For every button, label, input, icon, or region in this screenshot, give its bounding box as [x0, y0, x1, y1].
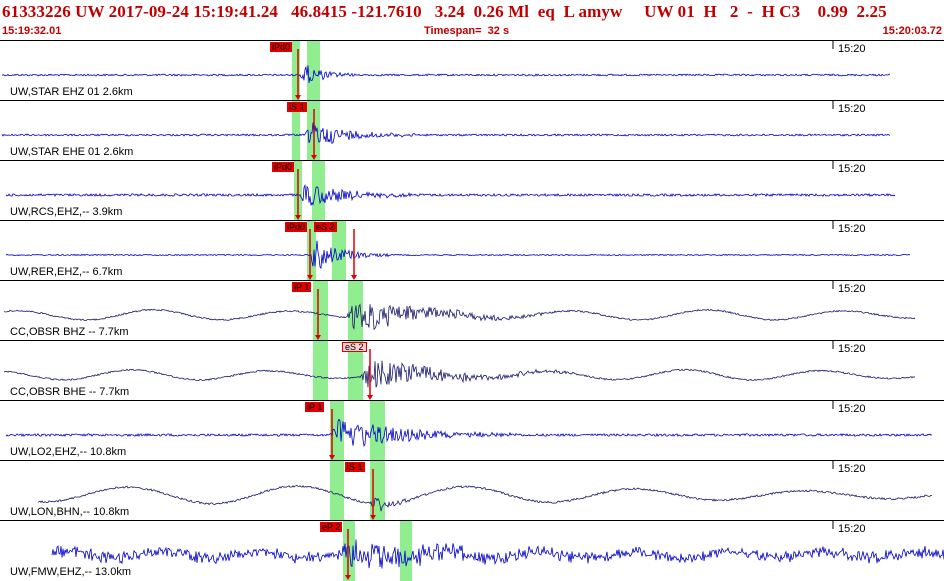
pick-marker [329, 455, 335, 460]
trace-panel[interactable]: iP 1 15:20 CC,OBSR BHZ -- 7.7km [0, 280, 944, 341]
pick-marker [370, 515, 376, 520]
trace-panel[interactable]: iPd0 eS 2 15:20 UW,RER,EHZ,-- 6.7km [0, 220, 944, 281]
channel-label: UW,RER,EHZ,-- 6.7km [10, 266, 123, 278]
waveform-plot [5, 401, 933, 461]
seismogram-panels[interactable]: iPd0 15:20 UW,STAR EHZ 01 2.6km iS 1 15:20 UW… [0, 40, 944, 581]
seismic-trace [1, 65, 891, 83]
trace-panel[interactable]: eS 2 15:20 CC,OBSR BHE -- 7.7km [0, 340, 944, 401]
pick-label[interactable]: iP 1 [305, 402, 325, 412]
phase-window [348, 341, 363, 401]
end-time: 15:20:03.72 [882, 25, 942, 37]
seismic-trace [1, 122, 891, 144]
time-tick-label: 15:20 [838, 223, 866, 235]
seismic-trace [3, 303, 916, 331]
trace-panel[interactable]: iPd0 15:20 UW,STAR EHZ 01 2.6km [0, 40, 944, 101]
time-tick-label: 15:20 [838, 163, 866, 175]
waveform-plot [37, 461, 933, 521]
pick-label[interactable]: eS 2 [342, 342, 367, 352]
time-tick-label: 15:20 [838, 343, 866, 355]
pick-marker [367, 395, 373, 400]
trace-panel[interactable]: eP 2 15:20 UW,FMW,EHZ,-- 13.0km [0, 520, 944, 581]
seismic-trace [51, 539, 944, 569]
phase-window [292, 101, 300, 161]
pick-label[interactable]: iS 1 [287, 102, 307, 112]
time-tick-label: 15:20 [838, 403, 866, 415]
channel-label: UW,RCS,EHZ,-- 3.9km [10, 206, 123, 218]
event-title: 61333226 UW 2017-09-24 15:19:41.24 46.84… [2, 2, 887, 21]
channel-label: CC,OBSR BHE -- 7.7km [10, 386, 130, 398]
seismic-trace [5, 183, 896, 206]
phase-window [313, 341, 328, 401]
time-tick-label: 15:20 [838, 523, 866, 535]
pick-label[interactable]: iP 1 [292, 282, 312, 292]
channel-label: UW,LON,BHN,-- 10.8km [10, 506, 130, 518]
pick-label[interactable]: iPd0 [270, 42, 293, 52]
trace-panel[interactable]: iPd0 15:20 UW,RCS,EHZ,-- 3.9km [0, 160, 944, 221]
seismic-trace [5, 418, 933, 448]
channel-label: CC,OBSR BHZ -- 7.7km [10, 326, 129, 338]
phase-window [292, 41, 300, 101]
seismic-trace [4, 360, 916, 388]
pick-label[interactable]: iPd0 [285, 222, 308, 232]
time-tick-label: 15:20 [838, 463, 866, 475]
channel-label: UW,STAR EHZ 01 2.6km [10, 86, 133, 98]
time-tick-label: 15:20 [838, 43, 866, 55]
pick-marker [295, 215, 301, 220]
channel-label: UW,FMW,EHZ,-- 13.0km [10, 566, 131, 578]
pick-label[interactable]: eP 2 [320, 522, 343, 532]
seismic-trace [37, 484, 933, 512]
channel-label: UW,STAR EHE 01 2.6km [10, 146, 134, 158]
channel-label: UW,LO2,EHZ,-- 10.8km [10, 446, 127, 458]
time-tick-label: 15:20 [838, 103, 866, 115]
waveform-plot [3, 281, 916, 341]
trace-panel[interactable]: iS 1 15:20 UW,LON,BHN,-- 10.8km [0, 460, 944, 521]
start-time: 15:19:32.01 [2, 25, 62, 37]
pick-marker [315, 335, 321, 340]
pick-label[interactable]: iPd0 [272, 162, 295, 172]
waveform-plot [5, 161, 896, 221]
timespan-label: Timespan= 32 s [424, 25, 510, 37]
waveform-plot [5, 221, 911, 281]
pick-marker [295, 95, 301, 100]
phase-window [330, 461, 344, 521]
pick-label[interactable]: eS 2 [314, 222, 337, 232]
phase-window [313, 281, 328, 341]
phase-window [332, 221, 346, 281]
phase-window [307, 221, 316, 281]
waveform-plot [4, 341, 916, 401]
time-tick-label: 15:20 [838, 283, 866, 295]
pick-marker [307, 275, 313, 280]
phase-window [400, 521, 412, 581]
waveform-plot [1, 41, 891, 101]
seismic-trace [5, 240, 911, 270]
waveform-plot [1, 101, 891, 161]
waveform-plot [51, 521, 944, 581]
pick-marker [351, 275, 357, 280]
trace-panel[interactable]: iS 1 15:20 UW,STAR EHE 01 2.6km [0, 100, 944, 161]
pick-label[interactable]: iS 1 [345, 462, 365, 472]
pick-marker [345, 575, 351, 580]
pick-marker [311, 155, 317, 160]
header: 61333226 UW 2017-09-24 15:19:41.24 46.84… [0, 0, 944, 40]
trace-panel[interactable]: iP 1 15:20 UW,LO2,EHZ,-- 10.8km [0, 400, 944, 461]
